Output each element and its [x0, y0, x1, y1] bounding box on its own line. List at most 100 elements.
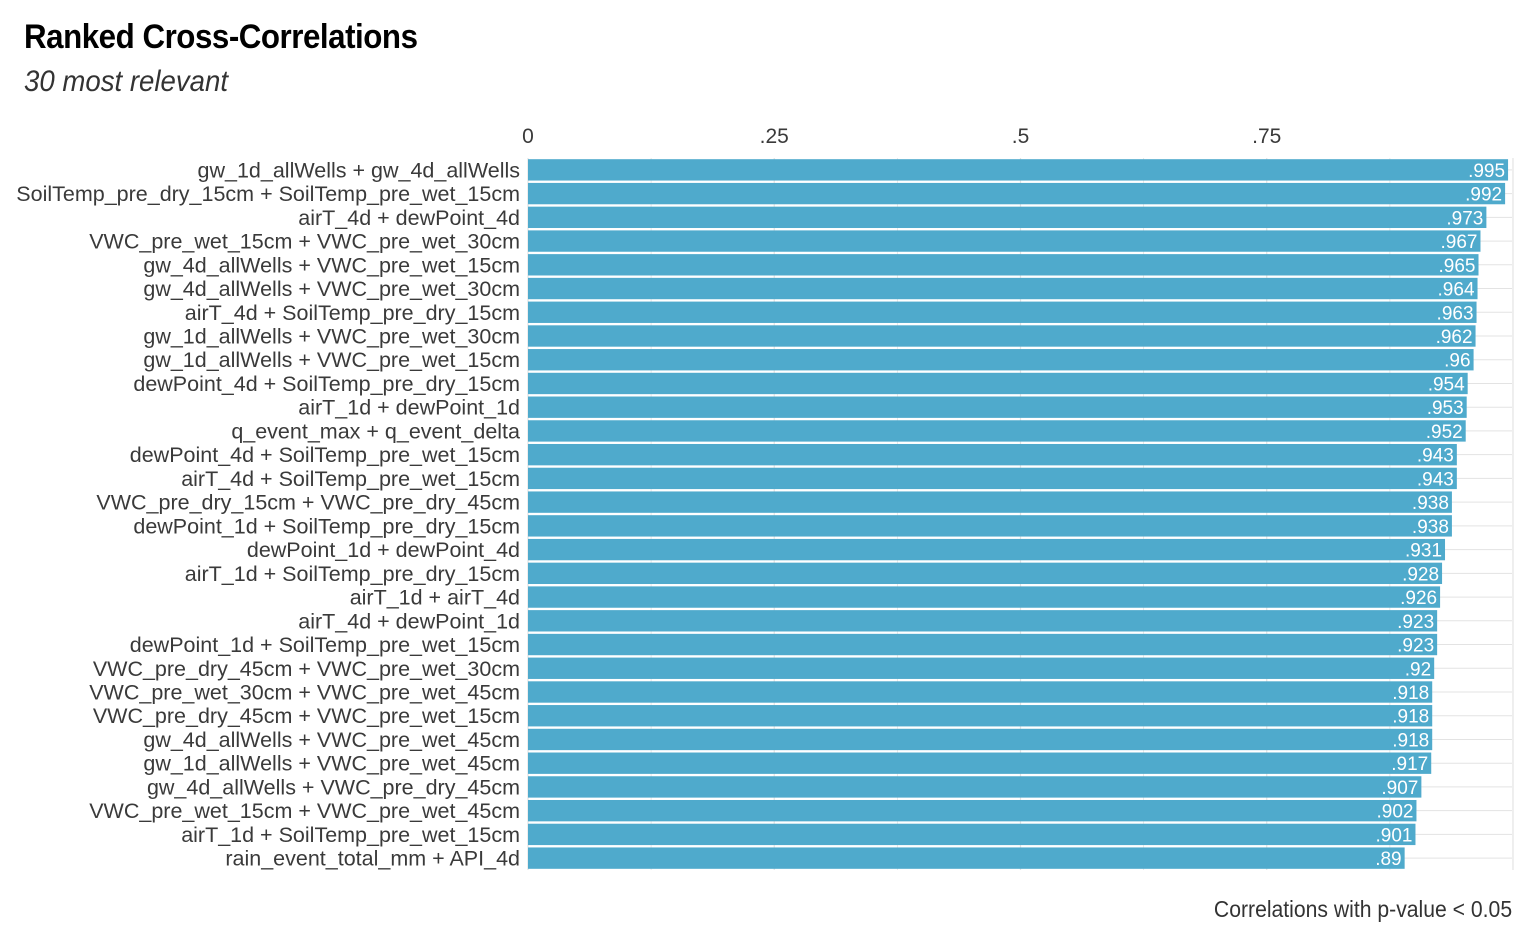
data-label: .943: [1417, 446, 1454, 467]
y-axis-label: dewPoint_1d + SoilTemp_pre_dry_15cm: [133, 514, 520, 538]
y-axis-label: dewPoint_4d + SoilTemp_pre_dry_15cm: [133, 372, 520, 396]
data-label: .995: [1468, 161, 1505, 182]
y-axis-label: gw_1d_allWells + gw_4d_allWells: [198, 158, 520, 182]
y-axis-label: airT_4d + dewPoint_4d: [298, 206, 520, 230]
y-axis-label: gw_4d_allWells + VWC_pre_wet_30cm: [143, 277, 520, 301]
bar: [528, 776, 1422, 798]
y-axis-label: VWC_pre_dry_45cm + VWC_pre_wet_15cm: [93, 704, 520, 728]
data-label: .907: [1381, 778, 1418, 799]
bar: [528, 752, 1432, 774]
y-axis-label: airT_4d + SoilTemp_pre_dry_15cm: [185, 301, 520, 325]
data-label: .89: [1375, 849, 1401, 870]
x-tick-label: .5: [1012, 125, 1030, 148]
y-axis-label: rain_event_total_mm + API_4d: [225, 847, 520, 871]
bar: [528, 515, 1452, 537]
y-axis-label: SoilTemp_pre_dry_15cm + SoilTemp_pre_wet…: [16, 182, 520, 206]
chart-subtitle: 30 most relevant: [24, 65, 229, 98]
bar: [528, 705, 1433, 727]
bar: [528, 396, 1467, 418]
y-axis-label: dewPoint_1d + SoilTemp_pre_wet_15cm: [130, 633, 520, 657]
data-label: .918: [1392, 683, 1429, 704]
bar: [528, 301, 1477, 323]
y-axis-label: gw_1d_allWells + VWC_pre_wet_15cm: [143, 348, 520, 372]
data-label: .953: [1427, 398, 1464, 419]
y-axis-label: airT_1d + SoilTemp_pre_wet_15cm: [181, 823, 520, 847]
data-label: .931: [1405, 541, 1442, 562]
y-axis-label: gw_1d_allWells + VWC_pre_wet_45cm: [143, 752, 520, 776]
bar: [528, 657, 1435, 679]
bar: [528, 538, 1446, 561]
bar: [528, 372, 1468, 395]
data-label: .964: [1438, 280, 1475, 301]
bar: [528, 491, 1452, 513]
y-axis-label: VWC_pre_wet_15cm + VWC_pre_wet_45cm: [89, 799, 520, 823]
data-label: .967: [1440, 232, 1477, 253]
bar: [528, 633, 1438, 656]
data-label: .917: [1391, 754, 1428, 775]
data-label: .938: [1412, 517, 1449, 538]
y-axis-label: airT_4d + SoilTemp_pre_wet_15cm: [181, 467, 520, 491]
y-axis-label: gw_4d_allWells + VWC_pre_dry_45cm: [147, 775, 520, 799]
data-label: .954: [1428, 374, 1465, 395]
bar: [528, 610, 1438, 632]
bar: [528, 467, 1457, 490]
data-label: .96: [1444, 351, 1470, 372]
chart-title: Ranked Cross-Correlations: [24, 18, 418, 56]
y-axis-label: gw_1d_allWells + VWC_pre_wet_30cm: [143, 325, 520, 349]
x-axis-ticks: 0 .25 .5 .75: [522, 125, 1281, 148]
y-axis-label: gw_4d_allWells + VWC_pre_wet_45cm: [143, 728, 520, 752]
bars: [528, 159, 1509, 869]
bar: [528, 254, 1479, 276]
y-axis-label: airT_1d + airT_4d: [350, 586, 520, 610]
y-axis-label: q_event_max + q_event_delta: [231, 419, 520, 443]
data-label: .901: [1375, 825, 1412, 846]
data-label: .918: [1392, 707, 1429, 728]
bar: [528, 728, 1433, 751]
data-label: .963: [1437, 303, 1474, 324]
y-axis-labels: gw_1d_allWells + gw_4d_allWellsSoilTemp_…: [16, 158, 520, 870]
y-axis-label: airT_1d + SoilTemp_pre_dry_15cm: [185, 562, 520, 586]
data-label: .992: [1465, 185, 1502, 206]
x-tick-label: .25: [760, 125, 789, 148]
data-label: .923: [1397, 636, 1434, 657]
y-axis-label: gw_4d_allWells + VWC_pre_wet_15cm: [143, 253, 520, 277]
data-label: .902: [1376, 802, 1413, 823]
data-label: .926: [1400, 588, 1437, 609]
bar: [528, 443, 1457, 466]
data-label: .962: [1436, 327, 1473, 348]
data-label: .943: [1417, 469, 1454, 490]
bar: [528, 586, 1441, 608]
y-axis-label: dewPoint_4d + SoilTemp_pre_wet_15cm: [130, 443, 520, 467]
bar: [528, 823, 1416, 846]
data-labels: .995 .992.973 .967 .965 .964.963 .962 .96.954.…: [1375, 161, 1505, 870]
bar: [528, 562, 1443, 585]
bar: [528, 349, 1474, 371]
bar: [528, 182, 1506, 205]
y-axis-label: VWC_pre_dry_45cm + VWC_pre_wet_30cm: [93, 657, 520, 681]
bar: [528, 681, 1433, 703]
y-axis-label: VWC_pre_wet_30cm + VWC_pre_wet_45cm: [89, 681, 520, 705]
bar: [528, 420, 1466, 442]
data-label: .965: [1439, 256, 1476, 277]
y-axis-label: VWC_pre_dry_15cm + VWC_pre_dry_45cm: [96, 491, 520, 515]
bar: [528, 799, 1417, 822]
y-axis-label: airT_1d + dewPoint_1d: [298, 396, 520, 420]
data-label: .928: [1402, 564, 1439, 585]
bar: [528, 230, 1481, 252]
bar: [528, 159, 1509, 181]
data-label: .952: [1426, 422, 1463, 443]
data-label: .923: [1397, 612, 1434, 633]
bar: [528, 325, 1476, 347]
data-label: .92: [1405, 659, 1431, 680]
bar: [528, 277, 1478, 300]
y-axis-label: dewPoint_1d + dewPoint_4d: [247, 538, 520, 562]
x-tick-label: .75: [1252, 125, 1281, 148]
chart-caption: Correlations with p-value < 0.05: [1213, 896, 1512, 922]
y-axis-label: VWC_pre_wet_15cm + VWC_pre_wet_30cm: [89, 230, 520, 254]
bar: [528, 847, 1405, 869]
data-label: .938: [1412, 493, 1449, 514]
bar: [528, 206, 1487, 229]
data-label: .973: [1446, 208, 1483, 229]
y-axis-label: airT_4d + dewPoint_1d: [298, 609, 520, 633]
